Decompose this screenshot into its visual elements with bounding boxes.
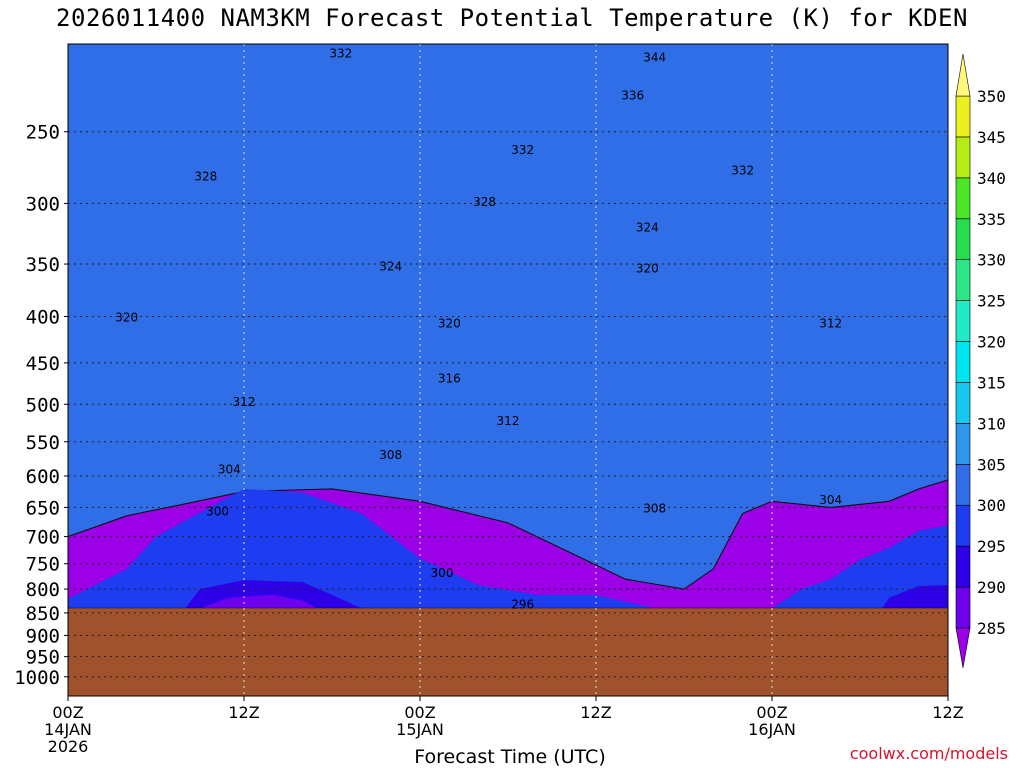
contour-label: 316 xyxy=(438,371,461,385)
contour-label: 312 xyxy=(497,414,520,428)
contour-label: 324 xyxy=(379,259,402,273)
y-tick-label: 300 xyxy=(26,193,60,215)
contour-label: 344 xyxy=(643,51,666,65)
y-tick-label: 950 xyxy=(26,647,60,669)
colorbar-label: 350 xyxy=(977,87,1006,106)
colorbar-bin xyxy=(955,136,971,179)
contour-label: 332 xyxy=(731,164,754,178)
x-tick-label: 14JAN xyxy=(44,720,92,739)
colorbar-bin xyxy=(955,300,971,342)
colorbar-bin xyxy=(955,259,971,301)
x-tick-label: 00Z xyxy=(404,703,435,722)
colorbar-label: 325 xyxy=(977,292,1006,311)
contour-line xyxy=(68,479,948,590)
contour-label: 336 xyxy=(621,89,644,103)
contour-label: 308 xyxy=(379,448,402,462)
contour-label: 328 xyxy=(473,195,496,209)
contour-label: 300 xyxy=(431,566,454,580)
colorbar-label: 310 xyxy=(977,414,1006,433)
colorbar-max-arrow xyxy=(955,53,971,97)
y-tick-label: 650 xyxy=(26,497,60,519)
colorbar-label: 295 xyxy=(977,537,1006,556)
theta-region-300 xyxy=(68,44,948,590)
x-tick-label: 16JAN xyxy=(748,720,796,739)
contour-label: 312 xyxy=(233,395,256,409)
colorbar-label: 305 xyxy=(977,455,1006,474)
colorbar-label: 285 xyxy=(977,619,1006,638)
x-axis-label: Forecast Time (UTC) xyxy=(414,746,606,768)
contour-label: 320 xyxy=(636,262,659,276)
colorbar-label: 340 xyxy=(977,169,1006,188)
chart-title: 2026011400 NAM3KM Forecast Potential Tem… xyxy=(56,4,968,32)
y-tick-label: 350 xyxy=(26,254,60,276)
x-tick-label: 2026 xyxy=(48,737,89,756)
x-tick-label: 12Z xyxy=(228,703,259,722)
plot-area: 332 344 336 332 332 328 328 324 324 320 320 320 312 3… xyxy=(68,44,948,696)
contour-label: 320 xyxy=(438,316,461,330)
y-tick-label: 250 xyxy=(26,122,60,144)
y-tick-label: 900 xyxy=(26,625,60,647)
y-tick-label: 400 xyxy=(26,307,60,329)
colorbar-bin xyxy=(955,464,971,506)
contour-label: 332 xyxy=(511,143,534,157)
theta-region-290 xyxy=(882,585,948,609)
y-tick-label: 500 xyxy=(26,394,60,416)
colorbar-label: 290 xyxy=(977,578,1006,597)
colorbar-label: 330 xyxy=(977,251,1006,270)
y-tick-label: 600 xyxy=(26,466,60,488)
contour-label: 320 xyxy=(115,311,138,325)
x-tick-label: 00Z xyxy=(756,703,787,722)
x-tick-label: 12Z xyxy=(932,703,963,722)
terrain-fill xyxy=(68,608,948,696)
theta-region-285 xyxy=(200,594,318,609)
colorbar-bin xyxy=(955,382,971,424)
y-tick-label: 850 xyxy=(26,603,60,625)
contour-label: 296 xyxy=(511,597,534,611)
y-tick-label: 700 xyxy=(26,527,60,549)
colorbar-bin xyxy=(955,545,971,588)
colorbar-label: 335 xyxy=(977,210,1006,229)
contour-label: 304 xyxy=(218,462,241,476)
colorbar-bin xyxy=(955,423,971,465)
contour-label: 308 xyxy=(643,502,666,516)
colorbar-label: 300 xyxy=(977,496,1006,515)
contour-label: 324 xyxy=(636,221,659,235)
colorbar-bin xyxy=(955,504,971,547)
contour-label: 328 xyxy=(194,169,217,183)
x-tick-label: 15JAN xyxy=(396,720,444,739)
x-tick-label: 12Z xyxy=(580,703,611,722)
contour-label: 304 xyxy=(819,493,842,507)
y-tick-label: 800 xyxy=(26,579,60,601)
colorbar-bin xyxy=(955,177,971,220)
theta-region-295 xyxy=(68,488,948,609)
x-tick-label: 00Z xyxy=(52,703,83,722)
colorbar-label: 345 xyxy=(977,128,1006,147)
y-tick-label: 450 xyxy=(26,353,60,375)
credit-link[interactable]: coolwx.com/models xyxy=(849,744,1008,763)
contour-label: 300 xyxy=(206,505,229,519)
plot-frame xyxy=(67,43,949,697)
y-tick-label: 1000 xyxy=(14,667,60,689)
colorbar-bin xyxy=(955,586,971,629)
colorbar-label: 320 xyxy=(977,333,1006,352)
contour-label: 332 xyxy=(329,47,352,61)
colorbar-bin xyxy=(955,95,971,138)
y-tick-label: 550 xyxy=(26,432,60,454)
colorbar-label: 315 xyxy=(977,373,1006,392)
colorbar-min-arrow xyxy=(955,627,971,669)
contour-label: 312 xyxy=(819,316,842,330)
y-tick-label: 750 xyxy=(26,554,60,576)
colorbar-bin xyxy=(955,341,971,383)
colorbar-bin xyxy=(955,218,971,260)
